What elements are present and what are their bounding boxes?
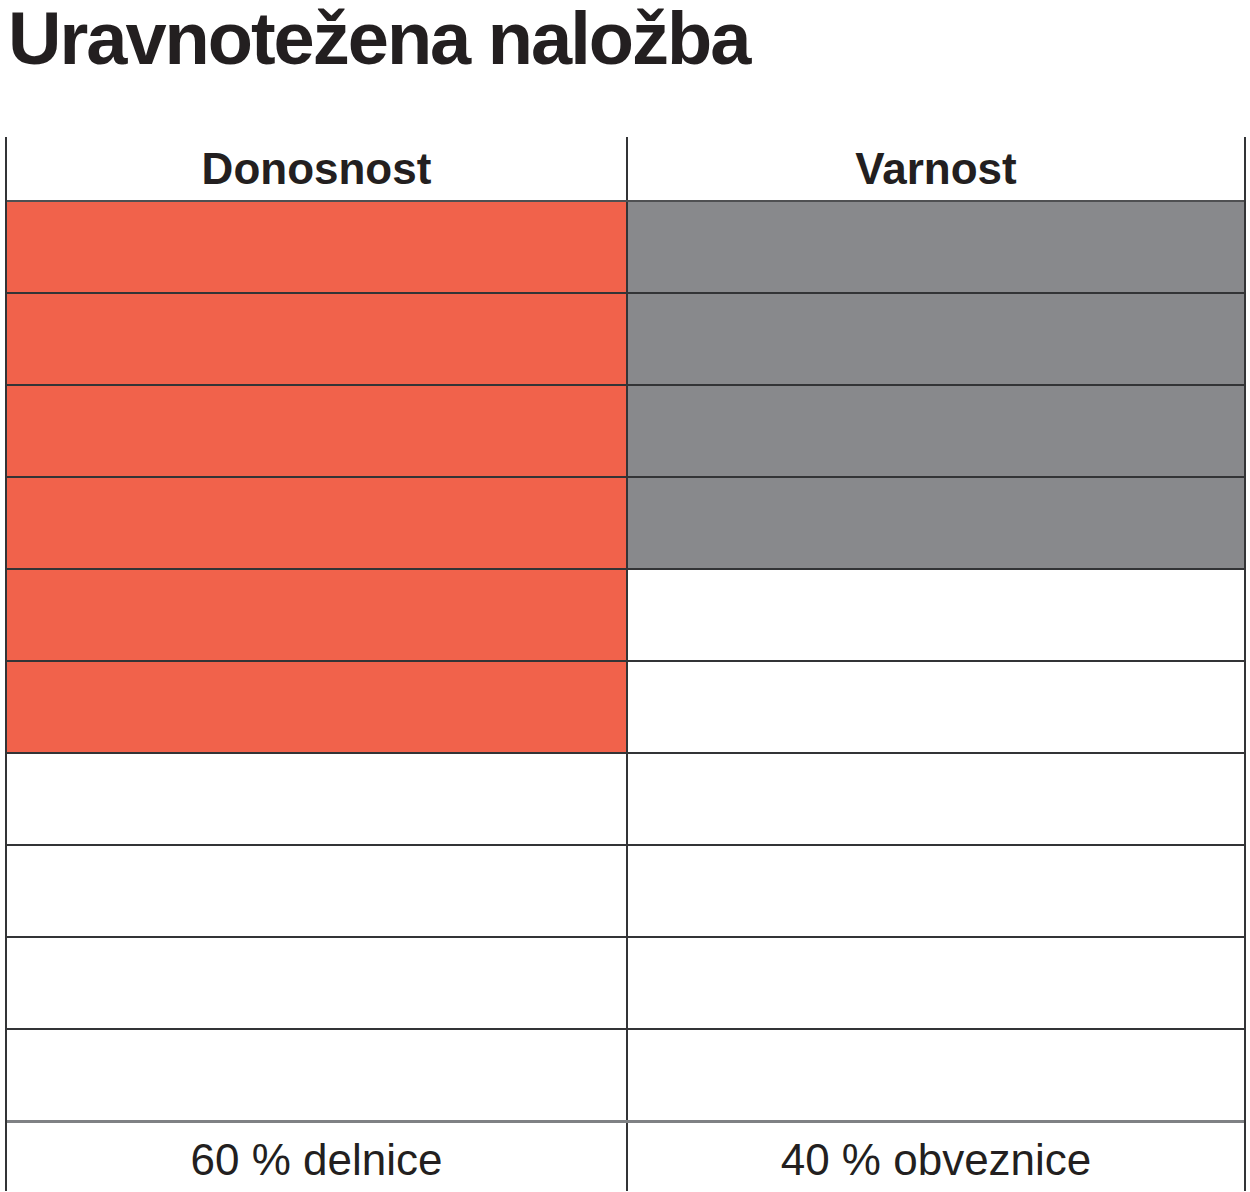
donosnost-unit-cell-5 bbox=[7, 570, 626, 660]
donosnost-unit-cell-3 bbox=[7, 386, 626, 476]
unit-row bbox=[7, 476, 1244, 568]
unit-row bbox=[7, 752, 1244, 844]
unit-row bbox=[7, 660, 1244, 752]
unit-row bbox=[7, 844, 1244, 936]
donosnost-unit-cell-10 bbox=[7, 1030, 626, 1120]
donosnost-unit-cell-7 bbox=[7, 754, 626, 844]
column-header-donosnost: Donosnost bbox=[7, 137, 626, 200]
unit-row bbox=[7, 1028, 1244, 1120]
varnost-unit-cell-7 bbox=[626, 754, 1244, 844]
unit-row bbox=[7, 200, 1244, 292]
unit-row bbox=[7, 568, 1244, 660]
varnost-unit-cell-6 bbox=[626, 662, 1244, 752]
varnost-unit-cell-4 bbox=[626, 478, 1244, 568]
footer-label-delnice: 60 % delnice bbox=[7, 1123, 626, 1191]
unit-row bbox=[7, 384, 1244, 476]
varnost-unit-cell-10 bbox=[626, 1030, 1244, 1120]
donosnost-unit-cell-2 bbox=[7, 294, 626, 384]
column-header-varnost: Varnost bbox=[626, 137, 1244, 200]
varnost-unit-cell-9 bbox=[626, 938, 1244, 1028]
donosnost-unit-cell-6 bbox=[7, 662, 626, 752]
varnost-unit-cell-8 bbox=[626, 846, 1244, 936]
varnost-unit-cell-2 bbox=[626, 294, 1244, 384]
varnost-unit-cell-1 bbox=[626, 202, 1244, 292]
varnost-unit-cell-3 bbox=[626, 386, 1244, 476]
donosnost-unit-cell-8 bbox=[7, 846, 626, 936]
unit-grid bbox=[7, 200, 1244, 1120]
footer-label-obveznice: 40 % obveznice bbox=[626, 1123, 1244, 1191]
footer-row: 60 % delnice 40 % obveznice bbox=[7, 1120, 1244, 1191]
unit-row bbox=[7, 292, 1244, 384]
donosnost-unit-cell-9 bbox=[7, 938, 626, 1028]
balanced-investment-chart: Donosnost Varnost 60 % delnice 40 % obve… bbox=[5, 137, 1246, 1191]
varnost-unit-cell-5 bbox=[626, 570, 1244, 660]
header-row: Donosnost Varnost bbox=[7, 137, 1244, 200]
unit-row bbox=[7, 936, 1244, 1028]
page-title: Uravnotežena naložba bbox=[8, 2, 1250, 76]
donosnost-unit-cell-4 bbox=[7, 478, 626, 568]
donosnost-unit-cell-1 bbox=[7, 202, 626, 292]
